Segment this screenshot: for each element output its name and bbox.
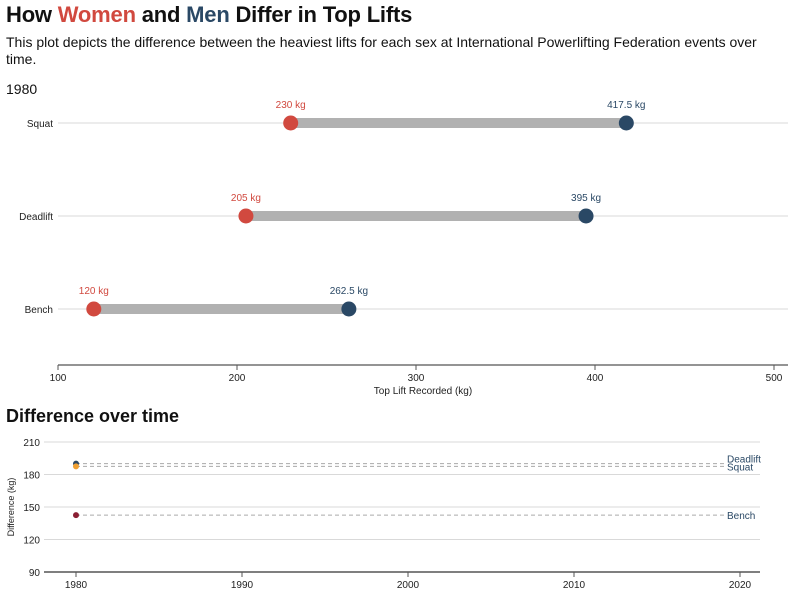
men-label-deadlift: 395 kg <box>571 193 601 204</box>
x-tick-label-100: 100 <box>50 373 67 384</box>
section-title: Difference over time <box>6 406 180 426</box>
title-part-rest: Differ in Top Lifts <box>229 2 413 27</box>
men-label-squat: 417.5 kg <box>607 100 645 111</box>
x-tick-label-500: 500 <box>766 373 783 384</box>
y-axis-label: Difference (kg) <box>6 478 16 537</box>
x-tick-label-300: 300 <box>408 373 425 384</box>
category-label-squat: Squat <box>27 119 53 130</box>
y-tick-label-120: 120 <box>23 536 40 547</box>
y-tick-label-210: 210 <box>23 438 40 449</box>
squat-series-label: Squat <box>727 462 753 473</box>
x-tick-label-1990: 1990 <box>231 580 254 591</box>
men-label-bench: 262.5 kg <box>330 286 368 297</box>
x-tick-label-200: 200 <box>229 373 246 384</box>
x-tick-label-400: 400 <box>587 373 604 384</box>
men-point-deadlift <box>578 208 594 224</box>
chart-title: How Women and Men Differ in Top Lifts <box>6 2 412 28</box>
category-label-bench: Bench <box>25 305 53 316</box>
men-point-bench <box>341 301 357 317</box>
men-point-squat <box>618 115 634 131</box>
x-tick-label-2000: 2000 <box>397 580 420 591</box>
x-tick-label-1980: 1980 <box>65 580 88 591</box>
women-point-deadlift <box>238 208 254 224</box>
bench-series-label: Bench <box>727 511 755 522</box>
title-women: Women <box>57 2 136 27</box>
y-tick-label-150: 150 <box>23 503 40 514</box>
squat-point <box>73 463 79 470</box>
bench-point <box>73 512 79 519</box>
dumbbell-chart: 100 200 300 400 500 Top Lift Recorded (kg) Squ… <box>19 100 788 397</box>
category-label-deadlift: Deadlift <box>19 212 53 223</box>
x-tick-label-2020: 2020 <box>729 580 752 591</box>
women-label-deadlift: 205 kg <box>231 193 261 204</box>
difference-chart: 90 120 150 180 210 1980 1990 2000 2010 2020 Differ… <box>6 438 761 591</box>
title-men: Men <box>186 2 230 27</box>
title-part-how: How <box>6 2 58 27</box>
deadlift-series-label: Deadlift <box>727 455 761 466</box>
chart-subtitle: This plot depicts the difference between… <box>6 34 757 67</box>
panel-year-label: 1980 <box>6 81 38 97</box>
x-tick-label-2010: 2010 <box>563 580 586 591</box>
women-point-bench <box>86 301 102 317</box>
y-tick-label-180: 180 <box>23 471 40 482</box>
women-label-bench: 120 kg <box>79 286 109 297</box>
x-axis-label: Top Lift Recorded (kg) <box>374 386 472 397</box>
women-point-squat <box>283 115 299 131</box>
y-tick-label-90: 90 <box>29 568 41 579</box>
title-part-and: and <box>135 2 187 27</box>
women-label-squat: 230 kg <box>276 100 306 111</box>
